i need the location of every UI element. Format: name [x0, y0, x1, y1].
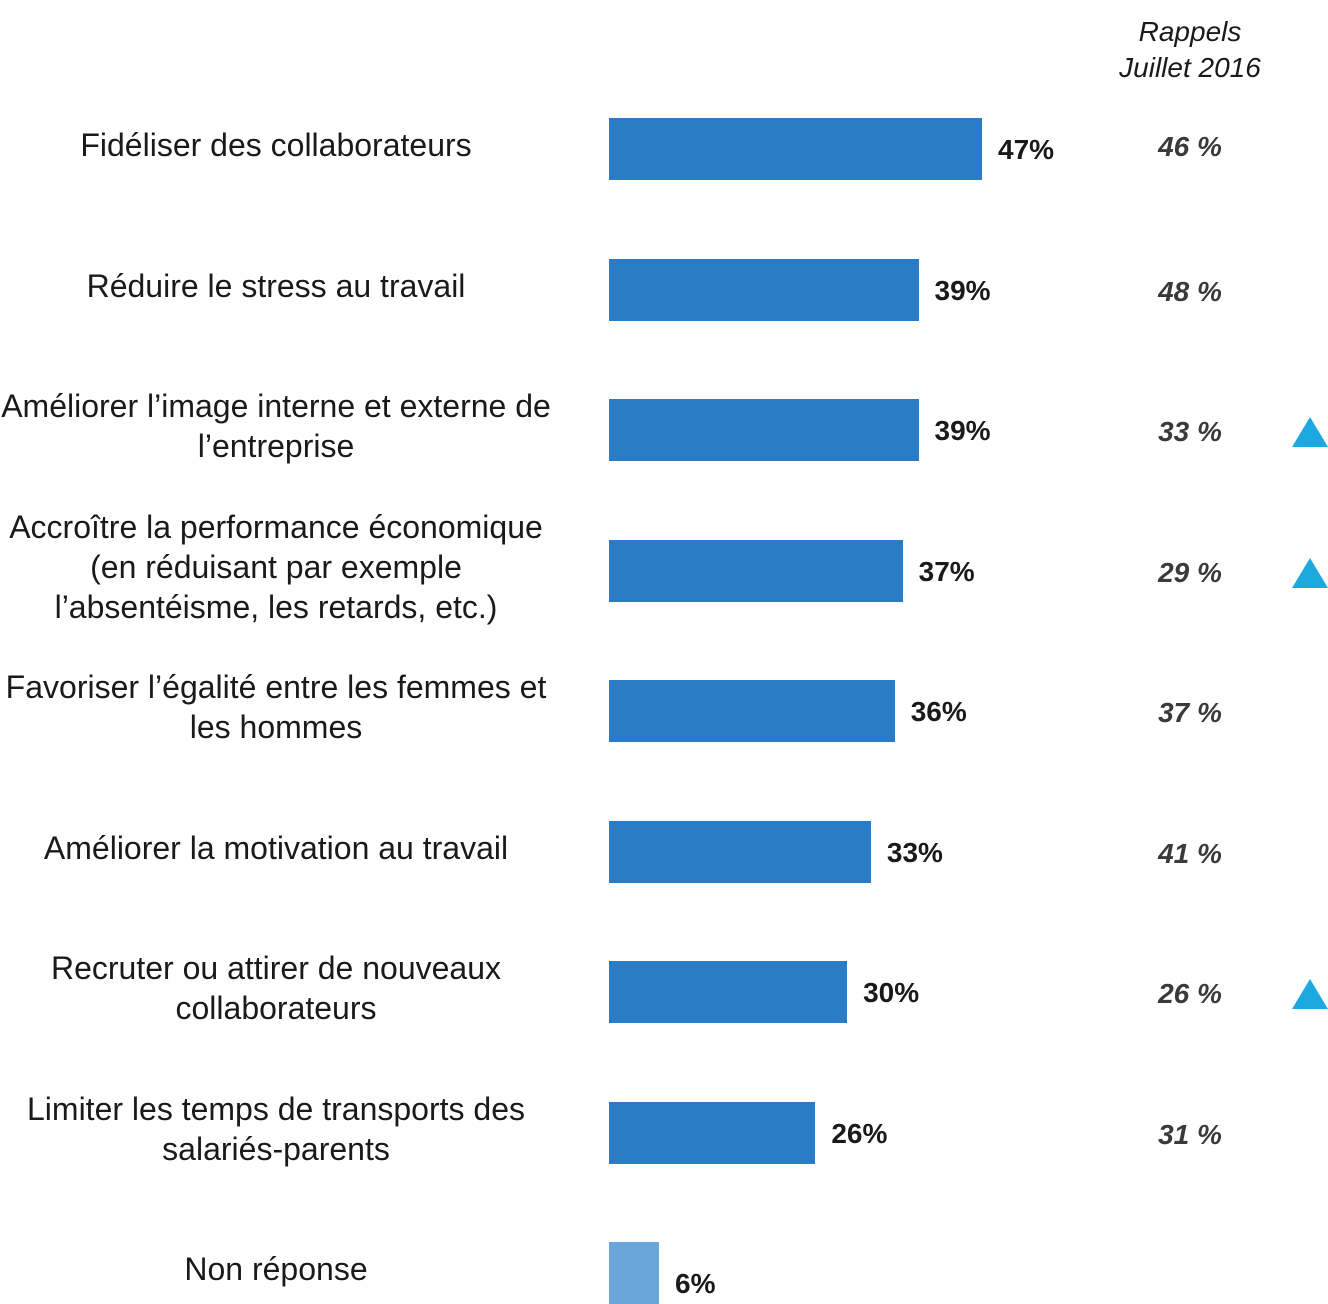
recall-value: 41 %	[1158, 837, 1222, 869]
category-label: Non réponse	[0, 1249, 576, 1289]
category-label-line: Réduire le stress au travail	[86, 267, 466, 304]
category-label: Réduire le stress au travail	[0, 266, 576, 306]
recall-value: 29 %	[1158, 556, 1222, 588]
category-label: Favoriser l’égalité entre les femmes et l…	[0, 667, 576, 747]
category-label-line: Améliorer l’image interne et externe de	[1, 388, 551, 424]
recall-header-line-1: Rappels	[1138, 16, 1242, 47]
recall-value: 46 %	[1158, 131, 1222, 162]
category-label-line: Favoriser l’égalité entre les femmes et	[5, 669, 547, 705]
category-label: Améliorer la motivation au travail	[0, 828, 576, 868]
category-label: Accroître la performance économique (en r…	[0, 507, 576, 627]
value-label: 26%	[831, 1117, 888, 1149]
up-arrow-icon	[1292, 557, 1328, 588]
recall-column-header: Rappels Juillet 2016	[1100, 14, 1280, 86]
category-label-line: l’entreprise	[197, 428, 355, 464]
value-label: 47%	[998, 134, 1055, 165]
recall-value: 48 %	[1158, 275, 1222, 307]
category-label: Recruter ou attirer de nouveaux collabora…	[0, 948, 576, 1028]
recall-header-line-2: Juillet 2016	[1119, 52, 1261, 83]
value-label: 39%	[934, 415, 991, 446]
value-label: 39%	[934, 274, 991, 306]
category-label-line: Fidéliser des collaborateurs	[80, 127, 472, 163]
category-label-line: l’absentéisme, les retards, etc.)	[54, 588, 498, 625]
category-label-line: Accroître la performance économique	[9, 508, 543, 545]
bar	[609, 539, 903, 602]
recall-value: 33 %	[1158, 416, 1222, 447]
recall-value: 26 %	[1158, 978, 1222, 1009]
category-label: Améliorer l’image interne et externe de l…	[0, 386, 576, 466]
value-label: 6%	[675, 1268, 716, 1299]
bar	[609, 820, 871, 883]
category-label-line: salariés-parents	[162, 1130, 390, 1167]
bar	[609, 399, 919, 461]
category-label-line: (en réduisant par exemple	[90, 548, 462, 585]
category-label-line: Recruter ou attirer de nouveaux	[50, 950, 502, 986]
value-label: 30%	[863, 977, 920, 1008]
category-label-line: Limiter les temps de transports des	[27, 1090, 525, 1127]
category-label: Fidéliser des collaborateurs	[0, 125, 576, 165]
value-label: 37%	[918, 555, 975, 587]
category-label-line: Non réponse	[184, 1251, 368, 1287]
bar	[609, 258, 919, 321]
bar	[609, 1101, 816, 1164]
recall-value: 37 %	[1158, 697, 1222, 728]
category-label: Limiter les temps de transports des salar…	[0, 1089, 576, 1169]
bar	[609, 118, 982, 180]
recall-value: 31 %	[1158, 1118, 1222, 1150]
category-label-line: Améliorer la motivation au travail	[43, 829, 509, 866]
bar	[609, 961, 848, 1023]
value-label: 36%	[910, 696, 967, 727]
category-label-line: les hommes	[189, 709, 363, 745]
category-label-line: collaborateurs	[175, 990, 377, 1026]
bar	[609, 1242, 659, 1304]
up-arrow-icon	[1292, 979, 1328, 1009]
value-label: 33%	[886, 836, 943, 868]
bar	[609, 680, 895, 742]
up-arrow-icon	[1292, 417, 1328, 447]
